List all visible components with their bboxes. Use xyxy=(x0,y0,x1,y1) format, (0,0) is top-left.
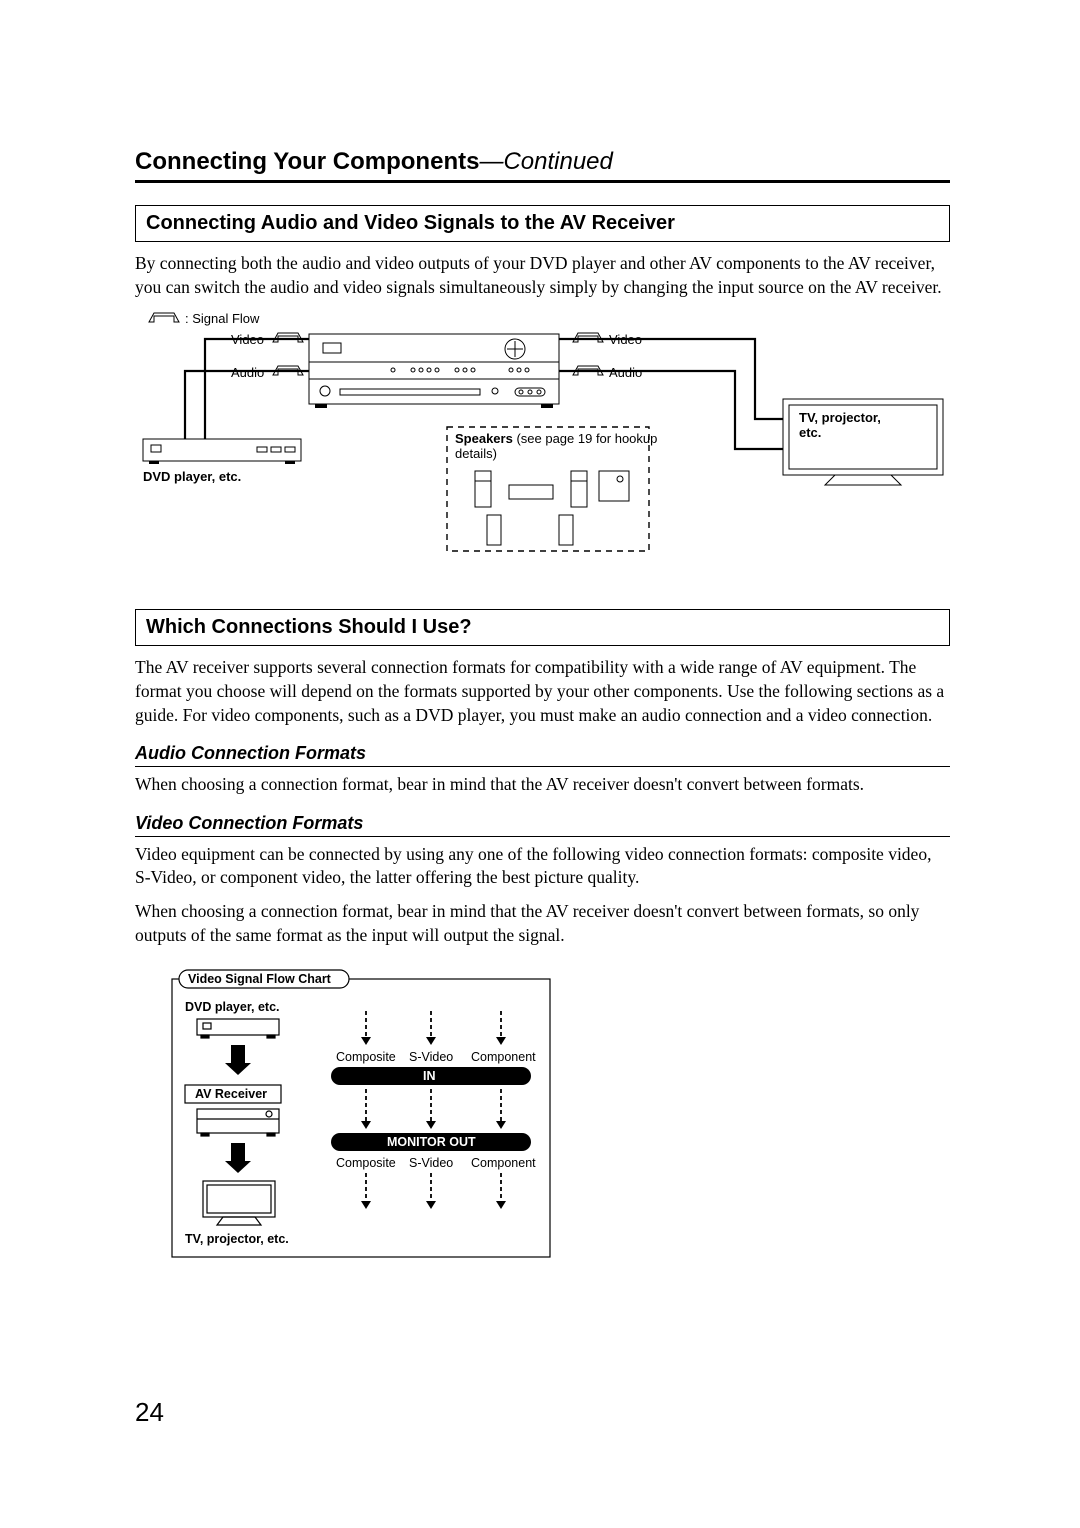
chapter-continued: —Continued xyxy=(479,148,612,175)
flowchart-title: Video Signal Flow Chart xyxy=(188,972,332,986)
svg-text:Composite: Composite xyxy=(336,1050,396,1064)
sub2-body2: When choosing a connection format, bear … xyxy=(135,900,950,947)
sub1-body: When choosing a connection format, bear … xyxy=(135,773,950,797)
flow-arrow-2 xyxy=(225,1143,251,1173)
svg-text:Component: Component xyxy=(471,1050,536,1064)
page-number: 24 xyxy=(135,1397,164,1428)
flow-tv-icon xyxy=(203,1181,275,1225)
section1-title: Connecting Audio and Video Signals to th… xyxy=(146,212,675,234)
speaker-icons xyxy=(475,471,629,545)
legend-signal-flow: : Signal Flow xyxy=(185,311,260,326)
flow-dvd-icon xyxy=(197,1019,279,1038)
tv-icon: TV, projector, etc. xyxy=(783,399,943,485)
svg-text:Component: Component xyxy=(471,1156,536,1170)
signal-flow-diagram: .lbl { font-family: Arial, Helvetica, sa… xyxy=(135,309,950,569)
chapter-title: Connecting Your Components—Continued xyxy=(135,148,950,183)
audio-in-label: Audio xyxy=(231,365,264,380)
svg-text:AV Receiver: AV Receiver xyxy=(195,1087,267,1101)
svg-text:TV, projector, etc.: TV, projector, etc. xyxy=(185,1232,289,1246)
section-connecting-signals: Connecting Audio and Video Signals to th… xyxy=(135,205,950,242)
dvd-player-label: DVD player, etc. xyxy=(143,469,241,484)
subheading-audio-formats: Audio Connection Formats xyxy=(135,743,950,767)
svg-text:etc.: etc. xyxy=(799,425,821,440)
flow-arrow-1 xyxy=(225,1045,251,1075)
svg-text:MONITOR OUT: MONITOR OUT xyxy=(387,1135,476,1149)
svg-text:DVD player, etc.: DVD player, etc. xyxy=(185,1000,280,1014)
svg-text:Composite: Composite xyxy=(336,1156,396,1170)
svg-text:Speakers (see page 19 for hook: Speakers (see page 19 for hookup xyxy=(455,431,657,446)
svg-text:IN: IN xyxy=(423,1069,436,1083)
section2-body: The AV receiver supports several connect… xyxy=(135,656,950,727)
av-receiver-icon xyxy=(309,334,559,408)
flow-receiver-icon xyxy=(197,1109,279,1136)
dvd-player-icon xyxy=(143,439,301,464)
audio-out-label: Audio xyxy=(609,365,642,380)
section1-body: By connecting both the audio and video o… xyxy=(135,252,950,299)
chapter-title-text: Connecting Your Components xyxy=(135,148,479,175)
video-signal-flow-chart: .fl { font-family: Arial, Helvetica, san… xyxy=(171,969,950,1264)
sub2-body1: Video equipment can be connected by usin… xyxy=(135,843,950,890)
subheading-video-formats: Video Connection Formats xyxy=(135,813,950,837)
svg-text:TV, projector,: TV, projector, xyxy=(799,410,881,425)
svg-text:S-Video: S-Video xyxy=(409,1050,453,1064)
section-which-connections: Which Connections Should I Use? xyxy=(135,609,950,646)
page: Connecting Your Components—Continued Con… xyxy=(0,0,1080,1528)
svg-text:S-Video: S-Video xyxy=(409,1156,453,1170)
svg-text:details): details) xyxy=(455,446,497,461)
section2-title: Which Connections Should I Use? xyxy=(146,616,472,638)
